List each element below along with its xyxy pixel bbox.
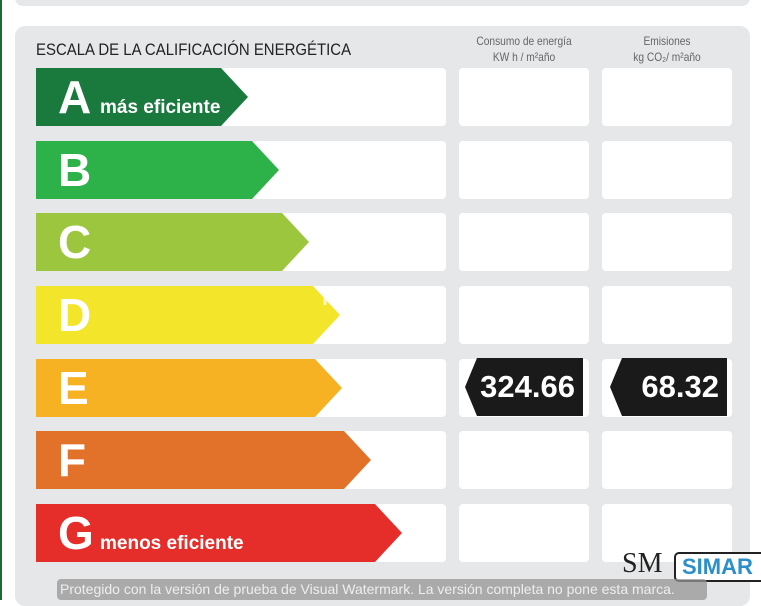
rating-letter: E bbox=[58, 362, 89, 414]
consumption-cell-c bbox=[459, 213, 589, 271]
rating-letter: A bbox=[58, 71, 92, 123]
rating-arrow-g: G menos eficiente bbox=[36, 504, 402, 562]
rating-arrow-f: F bbox=[36, 431, 371, 489]
consumption-cell-d bbox=[459, 286, 589, 344]
simar-logo: SM SIMAR bbox=[612, 540, 761, 600]
top-panel bbox=[15, 0, 750, 6]
emissions-header: Emisiones kg CO₂/ m²año bbox=[612, 33, 723, 65]
rating-arrow-d: D bbox=[36, 286, 340, 344]
emissions-cell-d bbox=[602, 286, 732, 344]
emissions-header-line1: Emisiones bbox=[643, 34, 691, 48]
consumption-cell-g bbox=[459, 504, 589, 562]
consumption-header-line1: Consumo de energía bbox=[476, 34, 572, 48]
rating-arrow-c: C bbox=[36, 213, 309, 271]
consumption-unit: KW h / m²año bbox=[492, 50, 556, 64]
emissions-unit: kg CO₂/ m²año bbox=[633, 50, 701, 64]
rating-letter: G bbox=[58, 507, 94, 559]
rating-letter: C bbox=[58, 216, 92, 268]
consumption-value-tag: 324.66 bbox=[465, 358, 583, 416]
emissions-value-tag: 68.32 bbox=[610, 358, 727, 416]
scale-title: ESCALA DE LA CALIFICACIÓN ENERGÉTICA bbox=[36, 40, 352, 59]
rating-label: menos eficiente bbox=[100, 533, 244, 554]
visual-watermark-banner: Protegido con la versión de prueba de Vi… bbox=[57, 579, 707, 600]
rating-letter: F bbox=[58, 434, 87, 486]
habitaclia-watermark: habitaclia bbox=[322, 285, 424, 310]
simar-logo-text: SIMAR bbox=[674, 552, 761, 582]
consumption-cell-b bbox=[459, 141, 589, 199]
rating-arrow-b: B bbox=[36, 141, 279, 199]
rating-letter: D bbox=[58, 289, 92, 341]
emissions-cell-b bbox=[602, 141, 732, 199]
rating-arrow-e: E bbox=[36, 359, 342, 417]
rating-letter: B bbox=[58, 144, 92, 196]
emissions-cell-f bbox=[602, 431, 732, 489]
emissions-cell-c bbox=[602, 213, 732, 271]
rating-label: más eficiente bbox=[100, 97, 221, 118]
consumption-header: Consumo de energía KW h / m²año bbox=[469, 33, 580, 65]
consumption-cell-f bbox=[459, 431, 589, 489]
rating-arrow-a: A más eficiente bbox=[36, 68, 248, 126]
consumption-cell-a bbox=[459, 68, 589, 126]
sm-monogram: SM bbox=[622, 548, 663, 579]
emissions-cell-a bbox=[602, 68, 732, 126]
